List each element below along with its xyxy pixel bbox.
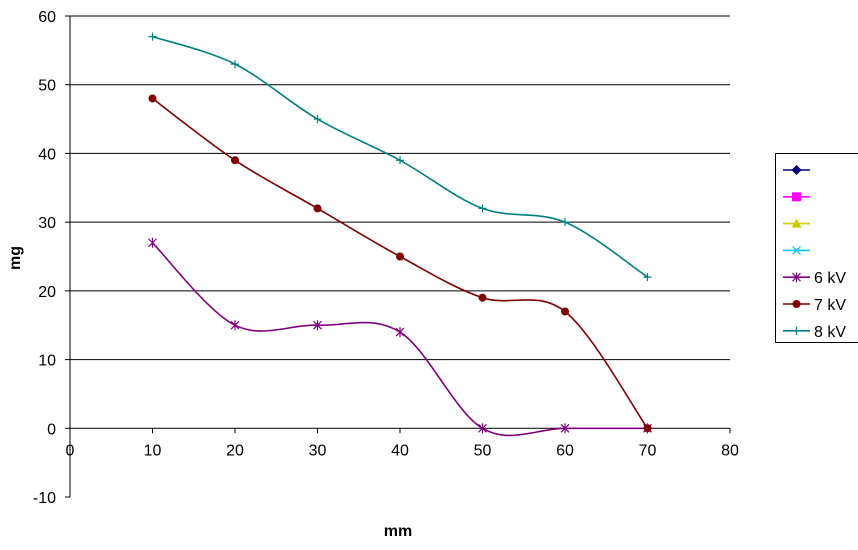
marker-circle [148,94,157,103]
marker-star [792,272,801,283]
x-tick-label: 60 [556,442,574,459]
series-6-kV [148,237,652,437]
legend-box [775,153,858,343]
legend-entry: 8 kV [783,324,846,341]
y-tick-label: 20 [38,284,56,301]
marker-circle [561,307,569,316]
marker-x [792,245,801,255]
marker-circle [478,293,487,302]
marker-plus [792,326,801,335]
marker-circle [643,424,652,433]
x-tick-label: 30 [309,442,327,459]
legend-label: 6 kV [814,270,846,287]
marker-plus [231,60,239,69]
marker-star [148,237,157,248]
y-axis-label: mg [7,246,24,270]
marker-star [230,320,240,331]
x-tick-label: 40 [391,442,409,459]
x-tick-label: 80 [721,442,739,459]
legend-entry [783,192,810,202]
marker-plus [478,204,487,213]
legend-entry [783,245,810,255]
marker-plus [561,218,569,227]
y-tick-label: 10 [38,353,56,370]
legend: 6 kV 7 kV 8 kV [775,153,858,343]
legend-entry: 7 kV [783,297,846,314]
marker-diamond [791,165,802,175]
marker-circle [313,204,322,213]
y-tick-label: 30 [38,215,56,232]
x-tick-label: 50 [474,442,492,459]
marker-star [313,320,322,331]
y-tick-label: 0 [47,421,56,438]
marker-square [792,192,801,202]
y-tick-label: 60 [38,9,56,26]
legend-label: 7 kV [814,297,846,314]
y-tick-label: 40 [38,146,56,163]
marker-star [560,423,570,434]
legend-entry: 6 kV [783,270,846,287]
marker-star [395,327,405,338]
series-7-kV [148,94,652,433]
marker-circle [792,300,801,308]
series-8-kV [148,32,652,282]
series-line [152,97,649,429]
marker-circle [396,252,404,261]
x-tick-label: 10 [144,442,162,459]
marker-triangle [791,218,802,228]
series-line [151,242,648,437]
x-tick-label: 70 [639,442,657,459]
x-axis-label: mm [384,523,412,540]
marker-plus [313,115,322,124]
y-tick-label: 50 [38,78,56,95]
x-tick-label: 20 [226,442,244,459]
marker-circle [231,156,239,165]
legend-entry [783,218,810,228]
marker-star [478,423,487,434]
y-tick-label: -10 [33,490,56,507]
marker-plus [396,156,404,165]
legend-label: 8 kV [814,324,846,341]
marker-plus [643,273,652,282]
legend-entry [783,165,810,175]
marker-plus [148,32,157,41]
x-tick-label: 0 [66,442,75,459]
